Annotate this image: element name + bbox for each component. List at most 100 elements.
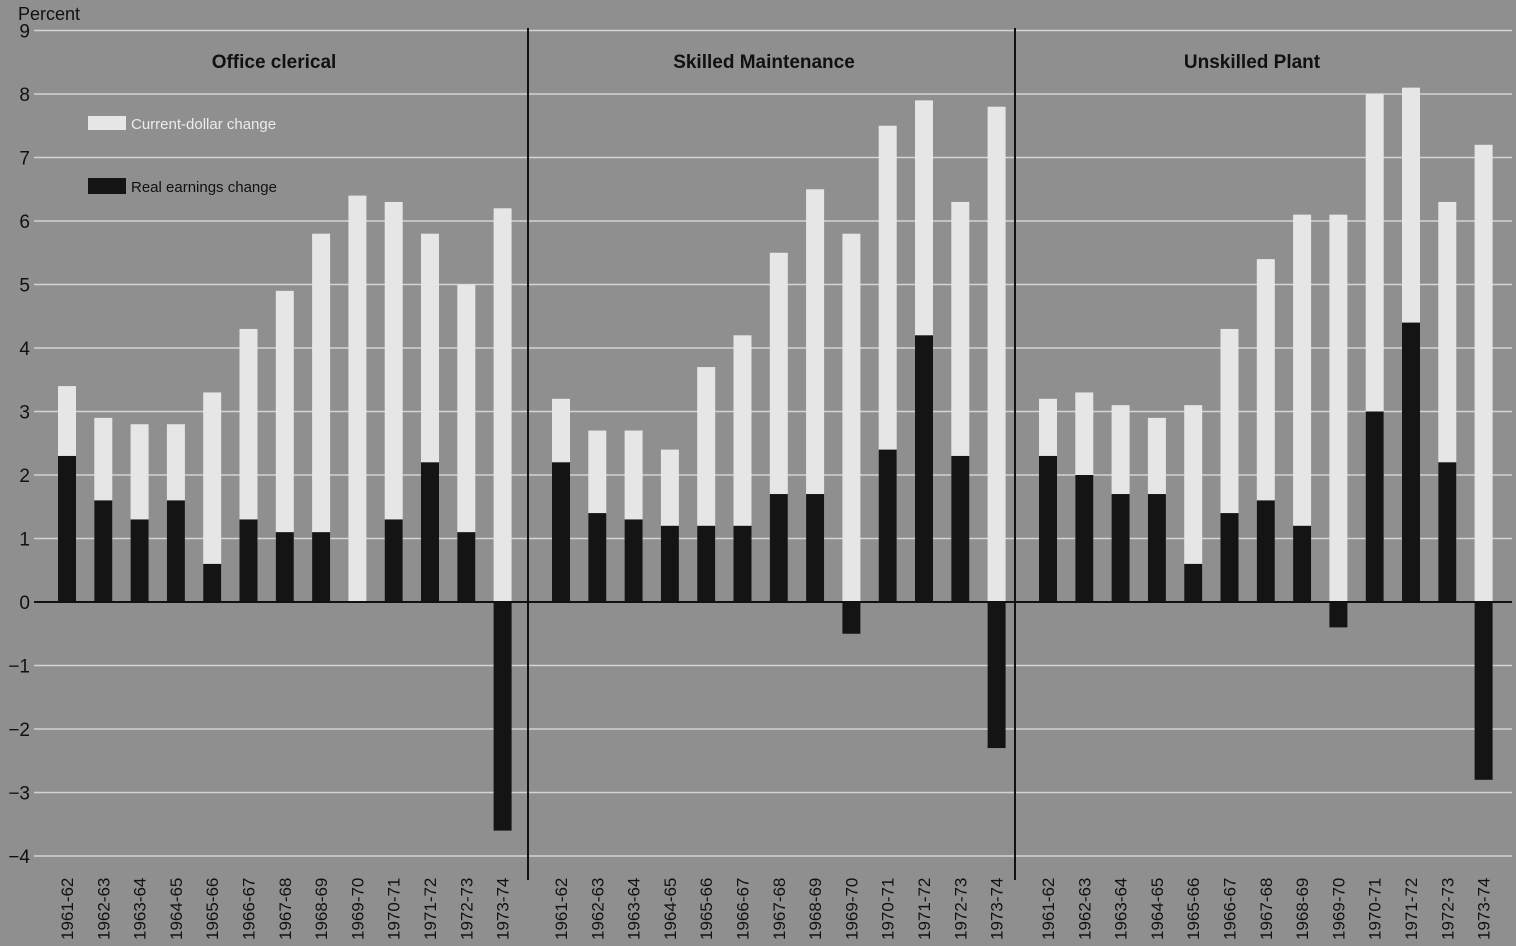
bar-real-earnings xyxy=(1329,602,1348,628)
bar-real-earnings xyxy=(94,500,113,602)
x-tick-label: 1973-74 xyxy=(1475,878,1494,940)
bar-real-earnings xyxy=(1474,602,1493,780)
bar-real-earnings xyxy=(842,602,861,634)
x-tick-label: 1968-69 xyxy=(312,878,331,940)
bar-real-earnings xyxy=(660,525,679,602)
x-tick-label: 1966-67 xyxy=(240,878,259,940)
x-tick-label: 1972-73 xyxy=(1438,878,1457,940)
x-tick-label: 1970-71 xyxy=(1366,878,1385,940)
bar-real-earnings xyxy=(697,525,716,602)
x-tick-label: 1969-70 xyxy=(842,878,861,940)
legend: Current-dollar change Real earnings chan… xyxy=(88,116,277,196)
y-tick-label: 7 xyxy=(19,149,30,170)
bar-real-earnings xyxy=(552,462,570,602)
bar-real-earnings xyxy=(878,449,897,602)
bar-real-earnings xyxy=(1402,322,1420,602)
legend-label-current: Current-dollar change xyxy=(131,116,276,133)
y-tick-label: 4 xyxy=(19,339,30,360)
bar-real-earnings xyxy=(457,532,476,602)
x-tick-label: 1964-65 xyxy=(661,878,680,940)
bar-real-earnings xyxy=(130,519,149,602)
bar-real-earnings xyxy=(1365,411,1384,602)
bar-current-dollar xyxy=(275,290,294,602)
y-tick-label: 9 xyxy=(19,22,30,43)
x-tick-label: 1971-72 xyxy=(915,878,934,940)
x-tick-label: 1969-70 xyxy=(348,878,367,940)
y-tick-label: −1 xyxy=(8,657,30,678)
x-tick-label: 1973-74 xyxy=(988,878,1007,940)
bar-current-dollar xyxy=(348,195,367,602)
x-tick-label: 1962-63 xyxy=(588,878,607,940)
bar-current-dollar xyxy=(1184,405,1203,602)
x-tick-label: 1969-70 xyxy=(1329,878,1348,940)
bar-real-earnings xyxy=(1111,494,1130,602)
y-axis-label: Percent xyxy=(18,4,80,24)
y-tick-label: −3 xyxy=(8,784,30,805)
x-tick-label: 1962-63 xyxy=(1075,878,1094,940)
x-tick-label: 1970-71 xyxy=(385,878,404,940)
bar-current-dollar xyxy=(384,201,403,602)
bar-current-dollar xyxy=(1474,144,1493,603)
bar-real-earnings xyxy=(951,455,970,602)
bar-real-earnings xyxy=(806,494,825,602)
x-tick-label: 1961-62 xyxy=(1039,878,1058,940)
bar-real-earnings xyxy=(733,525,752,602)
bar-real-earnings xyxy=(239,519,258,602)
bar-current-dollar xyxy=(312,233,331,602)
panel-dividers xyxy=(527,28,1016,880)
bar-real-earnings xyxy=(275,532,294,602)
x-tick-label: 1961-62 xyxy=(58,878,77,940)
x-tick-label: 1968-69 xyxy=(1293,878,1312,940)
x-tick-label: 1966-67 xyxy=(734,878,753,940)
x-tick-label: 1970-71 xyxy=(879,878,898,940)
y-tick-label: 3 xyxy=(19,403,30,424)
bar-real-earnings xyxy=(624,519,643,602)
y-tick-label: 0 xyxy=(19,593,30,614)
bar-real-earnings xyxy=(915,335,933,602)
x-tick-label: 1965-66 xyxy=(1184,878,1203,940)
x-tick-label: 1965-66 xyxy=(203,878,222,940)
panel-title: Office clerical xyxy=(212,52,337,73)
x-tick-label: 1967-68 xyxy=(770,878,789,940)
x-tick-label: 1967-68 xyxy=(276,878,295,940)
x-tick-label: 1961-62 xyxy=(552,878,571,940)
bar-current-dollar xyxy=(1329,214,1348,602)
x-tick-label: 1963-64 xyxy=(625,878,644,940)
bar-real-earnings xyxy=(421,462,439,602)
bars xyxy=(58,87,1493,831)
y-tick-label: −4 xyxy=(8,847,30,868)
panel-title: Unskilled Plant xyxy=(1184,52,1321,73)
x-tick-label: 1962-63 xyxy=(94,878,113,940)
x-tick-label: 1972-73 xyxy=(457,878,476,940)
bar-real-earnings xyxy=(769,494,788,602)
bar-real-earnings xyxy=(1075,475,1094,602)
bar-real-earnings xyxy=(588,513,607,602)
y-tick-label: −2 xyxy=(8,720,30,741)
panel-titles: Office clerical Skilled Maintenance Unskil… xyxy=(212,52,1321,73)
x-tick-label: 1964-65 xyxy=(1148,878,1167,940)
x-tick-label: 1963-64 xyxy=(131,878,150,940)
bar-real-earnings xyxy=(312,532,331,602)
y-tick-label: 1 xyxy=(19,530,30,551)
x-tick-label: 1966-67 xyxy=(1221,878,1240,940)
bar-real-earnings xyxy=(493,602,512,831)
panel-title: Skilled Maintenance xyxy=(673,52,855,73)
bar-real-earnings xyxy=(1147,494,1166,602)
legend-swatch-current xyxy=(88,116,126,130)
bar-current-dollar xyxy=(457,284,476,602)
y-tick-label: 5 xyxy=(19,276,30,297)
bar-real-earnings xyxy=(203,563,222,602)
bar-real-earnings xyxy=(1184,563,1203,602)
x-tick-label: 1964-65 xyxy=(167,878,186,940)
bar-current-dollar xyxy=(493,208,512,603)
bar-real-earnings xyxy=(1220,513,1239,602)
bar-real-earnings xyxy=(1438,462,1457,602)
x-axis-ticks: 1961-62 1962-63 1963-64 1964-65 1965-66 1966-… xyxy=(58,878,1494,940)
bar-current-dollar xyxy=(1293,214,1312,602)
x-tick-label: 1967-68 xyxy=(1257,878,1276,940)
bar-real-earnings xyxy=(1256,500,1275,602)
bar-real-earnings xyxy=(384,519,403,602)
bar-current-dollar xyxy=(987,106,1006,602)
